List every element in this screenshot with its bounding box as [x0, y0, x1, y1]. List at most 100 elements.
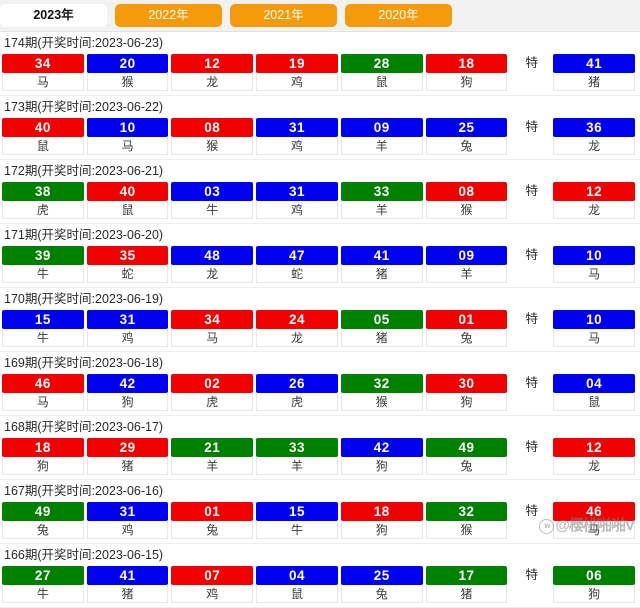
- draw-number-row: 15 牛 31 鸡 34 马 24 龙 05 猪 01 兔特 10 马: [0, 310, 640, 351]
- year-tab-2023[interactable]: 2023年: [0, 4, 107, 27]
- ball-number: 17: [425, 566, 508, 585]
- ball-number: 10: [86, 118, 169, 137]
- ball-number: 20: [86, 54, 169, 73]
- special-ball-zodiac: 狗: [553, 585, 636, 603]
- special-lottery-ball: 10 马: [553, 246, 636, 283]
- ball-zodiac: 狗: [340, 521, 423, 539]
- ball-number: 09: [425, 246, 508, 265]
- lottery-ball: 10 马: [86, 118, 169, 155]
- lottery-ball: 08 猴: [425, 182, 508, 219]
- lottery-ball: 20 猴: [86, 54, 169, 91]
- ball-zodiac: 龙: [171, 73, 254, 91]
- draw-title: 173期(开奖时间:2023-06-22): [4, 100, 164, 114]
- lottery-ball: 30 狗: [425, 374, 508, 411]
- special-label: 特: [525, 440, 539, 454]
- special-ball-number: 10: [553, 310, 636, 329]
- ball-zodiac: 羊: [256, 457, 338, 475]
- lottery-ball: 26 虎: [256, 374, 338, 411]
- ball-zodiac: 猴: [171, 137, 254, 155]
- lottery-ball: 15 牛: [2, 310, 84, 347]
- special-lottery-ball: 04 鼠: [553, 374, 636, 411]
- ball-zodiac: 鸡: [86, 521, 169, 539]
- ball-number: 08: [171, 118, 254, 137]
- draw-block: 167期(开奖时间:2023-06-16) 49 兔 31 鸡 01 兔 15 牛 18 狗 32 猴特…: [0, 480, 640, 544]
- lottery-ball: 07 鸡: [171, 566, 254, 603]
- draw-block: 170期(开奖时间:2023-06-19) 15 牛 31 鸡 34 马 24 龙 05 猪 01 兔特…: [0, 288, 640, 352]
- lottery-ball: 48 龙: [171, 246, 254, 283]
- ball-number: 38: [2, 182, 84, 201]
- ball-number: 15: [256, 502, 338, 521]
- ball-zodiac: 鸡: [171, 585, 254, 603]
- lottery-ball: 32 猴: [425, 502, 508, 539]
- year-tab-2022[interactable]: 2022年: [115, 4, 222, 27]
- draw-block: 172期(开奖时间:2023-06-21) 38 虎 40 鼠 03 牛 31 鸡 33 羊 08 猴 特…: [0, 160, 640, 224]
- draw-number-row: 38 虎 40 鼠 03 牛 31 鸡 33 羊 08 猴 特 12 龙: [0, 182, 640, 223]
- ball-number: 34: [2, 54, 84, 73]
- ball-number: 40: [86, 182, 169, 201]
- ball-zodiac: 羊: [425, 265, 508, 283]
- ball-zodiac: 鼠: [2, 137, 84, 155]
- special-ball-number: 10: [553, 246, 636, 265]
- ball-zodiac: 羊: [340, 201, 423, 219]
- special-lottery-ball: 41 猪: [553, 54, 636, 91]
- special-ball-number: 06: [553, 566, 636, 585]
- lottery-ball: 27 牛: [2, 566, 84, 603]
- lottery-ball: 47 蛇: [256, 246, 338, 283]
- ball-zodiac: 马: [2, 73, 84, 91]
- lottery-ball: 41 猪: [340, 246, 423, 283]
- ball-number: 47: [256, 246, 338, 265]
- draw-number-row: 40 鼠 10 马 08 猴 31 鸡 09 羊 25 兔 特 36 龙: [0, 118, 640, 159]
- ball-zodiac: 牛: [171, 201, 254, 219]
- ball-zodiac: 猪: [340, 329, 423, 347]
- lottery-ball: 01 兔: [425, 310, 508, 347]
- ball-number: 49: [2, 502, 84, 521]
- special-ball-zodiac: 龙: [553, 457, 636, 475]
- ball-zodiac: 马: [2, 393, 84, 411]
- ball-number: 25: [340, 566, 423, 585]
- ball-number: 42: [86, 374, 169, 393]
- lottery-ball: 18 狗: [340, 502, 423, 539]
- ball-zodiac: 猴: [425, 521, 508, 539]
- special-ball-number: 46: [553, 502, 636, 521]
- draw-title: 166期(开奖时间:2023-06-15): [4, 548, 164, 562]
- ball-number: 27: [2, 566, 84, 585]
- ball-number: 32: [425, 502, 508, 521]
- ball-zodiac: 狗: [425, 393, 508, 411]
- ball-zodiac: 虎: [2, 201, 84, 219]
- special-ball-number: 36: [553, 118, 636, 137]
- ball-zodiac: 猪: [425, 585, 508, 603]
- ball-number: 34: [171, 310, 254, 329]
- draw-block: 169期(开奖时间:2023-06-18) 46 马 42 狗 02 虎 26 虎 32 猴 30 狗特…: [0, 352, 640, 416]
- ball-number: 39: [2, 246, 84, 265]
- draw-number-row: 46 马 42 狗 02 虎 26 虎 32 猴 30 狗特 04 鼠: [0, 374, 640, 415]
- lottery-ball: 09 羊: [425, 246, 508, 283]
- lottery-ball: 17 猪: [425, 566, 508, 603]
- ball-number: 48: [171, 246, 254, 265]
- year-tab-2020[interactable]: 2020年: [345, 4, 452, 27]
- ball-number: 29: [86, 438, 169, 457]
- ball-zodiac: 兔: [2, 521, 84, 539]
- year-tab-2021[interactable]: 2021年: [230, 4, 337, 27]
- special-label: 特: [525, 56, 539, 70]
- ball-zodiac: 兔: [340, 585, 423, 603]
- ball-zodiac: 猴: [86, 73, 169, 91]
- lottery-ball: 29 猪: [86, 438, 169, 475]
- lottery-ball: 46 马: [2, 374, 84, 411]
- ball-zodiac: 鸡: [86, 329, 169, 347]
- ball-zodiac: 牛: [2, 329, 84, 347]
- year-tab-bar: 2023年 2022年 2021年 2020年: [0, 0, 640, 32]
- lottery-ball: 25 兔: [340, 566, 423, 603]
- ball-zodiac: 牛: [2, 265, 84, 283]
- special-ball-zodiac: 马: [553, 265, 636, 283]
- special-lottery-ball: 12 龙: [553, 438, 636, 475]
- draw-number-row: 34 马 20 猴 12 龙 19 鸡 28 鼠 18 狗 特 41 猪: [0, 54, 640, 95]
- lottery-ball: 39 牛: [2, 246, 84, 283]
- special-ball-zodiac: 龙: [553, 137, 636, 155]
- ball-number: 12: [171, 54, 254, 73]
- ball-number: 01: [425, 310, 508, 329]
- ball-number: 21: [171, 438, 254, 457]
- ball-zodiac: 狗: [340, 457, 423, 475]
- ball-number: 02: [171, 374, 254, 393]
- lottery-ball: 41 猪: [86, 566, 169, 603]
- ball-zodiac: 猪: [86, 457, 169, 475]
